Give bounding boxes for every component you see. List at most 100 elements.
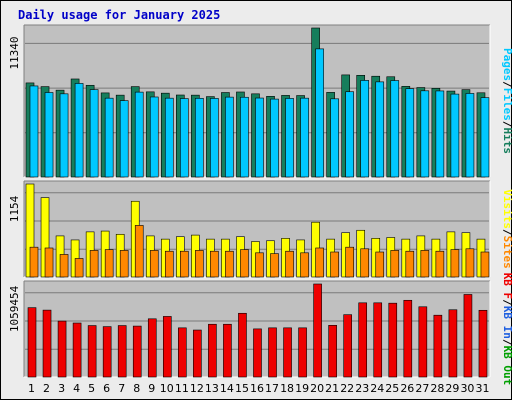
- bar-kb-f: [132, 325, 142, 378]
- bar-files: [270, 98, 279, 178]
- bar-files: [149, 96, 159, 178]
- bar-files: [255, 97, 264, 178]
- bar-files: [210, 98, 219, 178]
- bar-files: [59, 93, 69, 178]
- x-tick-label: 11: [175, 382, 189, 395]
- x-tick-label: 19: [295, 382, 309, 395]
- x-tick-label: 15: [235, 382, 249, 395]
- bar-kb-f: [102, 326, 112, 378]
- bar-sites: [270, 253, 279, 278]
- legend-entry: /: [501, 299, 512, 306]
- bar-files: [225, 96, 234, 178]
- bar-kb-f: [42, 309, 52, 378]
- x-tick-label: 4: [73, 382, 80, 395]
- bar-sites: [450, 249, 460, 278]
- bar-files: [285, 98, 294, 178]
- bar-sites: [405, 250, 415, 278]
- bar-sites: [435, 250, 445, 278]
- x-tick-label: 31: [475, 382, 489, 395]
- bar-kb-f: [27, 307, 37, 378]
- bar-kb-f: [403, 299, 413, 378]
- x-tick-label: 18: [280, 382, 294, 395]
- bar-sites: [74, 258, 84, 278]
- bar-sites: [465, 248, 475, 278]
- bar-sites: [360, 248, 370, 278]
- x-tick-label: 2: [43, 382, 50, 395]
- panel-visits-sites: 1154 Visits/Sites: [8, 180, 512, 278]
- bar-kb-f: [117, 325, 127, 378]
- x-tick-label: 10: [160, 382, 174, 395]
- x-tick-label: 20: [310, 382, 324, 395]
- x-tick-label: 6: [103, 382, 110, 395]
- chart-title: Daily usage for January 2025: [18, 8, 220, 22]
- bar-kb-f: [193, 329, 202, 378]
- bar-files: [240, 96, 249, 178]
- bar-kb-f: [478, 309, 488, 378]
- x-tick-label: 7: [118, 382, 125, 395]
- bar-sites: [104, 249, 114, 278]
- bar-kb-f: [418, 306, 428, 378]
- bar-files: [480, 97, 490, 178]
- bar-kb-f: [463, 294, 473, 378]
- bar-kb-f: [298, 327, 307, 378]
- legend: Pages/Files/Hits: [501, 48, 512, 154]
- panel-kbytes: 1059454 KB F/KB In/KB Out: [8, 273, 512, 386]
- bar-sites: [149, 250, 159, 278]
- bar-files: [74, 83, 84, 178]
- x-tick-label: 29: [445, 382, 459, 395]
- bar-files: [195, 97, 204, 178]
- bar-sites: [44, 247, 54, 278]
- bar-files: [134, 91, 144, 178]
- bar-files: [375, 81, 385, 178]
- legend-entry: Visits: [501, 189, 512, 229]
- bar-sites: [330, 251, 339, 278]
- bar-files: [450, 93, 460, 178]
- x-tick-label: 30: [460, 382, 474, 395]
- x-tick-label: 13: [205, 382, 219, 395]
- bar-kb-f: [268, 327, 277, 378]
- bar-files: [29, 85, 39, 178]
- bar-kb-f: [328, 324, 337, 378]
- bar-kb-f: [57, 320, 67, 378]
- x-tick-label: 8: [133, 382, 140, 395]
- x-tick-label: 24: [370, 382, 384, 395]
- legend: KB F/KB In/KB Out: [501, 273, 512, 386]
- bar-kb-f: [373, 302, 383, 378]
- bar-sites: [134, 225, 144, 278]
- x-tick-label: 26: [400, 382, 414, 395]
- legend-entry: Hits: [501, 128, 512, 155]
- bar-kb-f: [448, 309, 458, 378]
- bar-files: [89, 89, 99, 178]
- bar-sites: [119, 250, 129, 278]
- bar-sites: [195, 250, 204, 278]
- bar-kb-f: [343, 314, 352, 378]
- bar-sites: [164, 250, 174, 278]
- legend-entry: Sites: [501, 236, 512, 269]
- bar-sites: [225, 250, 234, 278]
- legend-entry: Pages: [501, 48, 512, 81]
- bar-files: [435, 90, 445, 178]
- bar-sites: [375, 251, 385, 278]
- bar-files: [104, 97, 114, 178]
- bar-kb-f: [147, 318, 157, 378]
- bar-files: [390, 80, 400, 178]
- bar-kb-f: [433, 314, 443, 378]
- bar-kb-f: [87, 325, 97, 378]
- bar-files: [300, 97, 309, 178]
- legend-entry: /: [501, 81, 512, 88]
- bar-files: [119, 100, 129, 178]
- y-max-label: 1059454: [8, 285, 21, 332]
- x-tick-label: 23: [355, 382, 369, 395]
- legend-entry: KB In: [501, 306, 512, 339]
- bar-sites: [300, 252, 309, 278]
- bar-files: [345, 91, 354, 178]
- bar-sites: [420, 250, 430, 278]
- x-tick-label: 25: [385, 382, 399, 395]
- bar-files: [180, 98, 189, 178]
- bar-sites: [29, 246, 39, 278]
- bar-sites: [59, 254, 69, 278]
- x-tick-label: 27: [415, 382, 429, 395]
- legend-entry: KB F: [501, 273, 512, 300]
- bar-sites: [345, 246, 354, 278]
